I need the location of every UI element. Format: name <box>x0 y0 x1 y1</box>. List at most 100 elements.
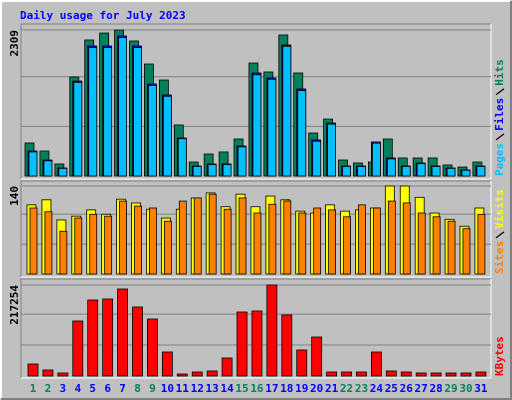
bar <box>341 371 352 377</box>
bar <box>356 371 367 377</box>
bar <box>58 168 68 177</box>
bar <box>281 314 293 377</box>
x-tick-label: 24 <box>370 382 384 395</box>
x-tick-label: 4 <box>74 382 81 395</box>
legend-separator <box>495 88 505 96</box>
bar <box>298 212 307 275</box>
bar <box>42 369 54 377</box>
bar <box>477 213 486 275</box>
bar <box>193 197 202 275</box>
bar <box>251 310 263 377</box>
bar <box>476 166 486 177</box>
x-tick-label: 7 <box>119 382 126 395</box>
x-tick-label: 6 <box>104 382 111 395</box>
bar <box>191 371 203 377</box>
x-tick-label: 14 <box>220 382 234 395</box>
bar <box>283 200 292 275</box>
bar <box>89 213 98 275</box>
bar <box>87 299 99 377</box>
bar <box>176 373 188 377</box>
bar <box>238 197 247 275</box>
bar <box>430 372 442 377</box>
bar <box>446 168 456 177</box>
legend-label: Sites <box>493 241 506 274</box>
x-tick-label: 13 <box>206 382 219 395</box>
bar <box>371 142 381 177</box>
x-tick-label: 16 <box>250 382 264 395</box>
bar <box>342 166 351 177</box>
bar <box>177 138 187 177</box>
x-tick-label: 1 <box>30 382 37 395</box>
bar <box>117 288 128 377</box>
bar <box>222 164 232 177</box>
bar <box>372 207 381 275</box>
x-tick-label: 19 <box>295 382 308 395</box>
bar <box>328 209 337 275</box>
bar <box>358 204 366 275</box>
x-tick-label: 3 <box>60 382 67 395</box>
bar <box>385 370 397 377</box>
bar <box>119 200 127 275</box>
bar <box>178 200 187 275</box>
bar <box>57 372 69 377</box>
bar <box>132 306 143 377</box>
x-tick-label: 26 <box>400 382 414 395</box>
bar <box>268 203 277 275</box>
x-tick-label: 21 <box>325 382 339 395</box>
x-tick-label: 11 <box>176 382 190 395</box>
bar <box>445 372 457 377</box>
bar <box>43 160 53 177</box>
bar <box>417 212 426 275</box>
y-tick-label: 2309 <box>8 30 21 57</box>
legend-label: Hits <box>493 59 506 86</box>
bar <box>312 140 322 177</box>
bar <box>313 207 322 275</box>
bar <box>343 216 351 275</box>
x-tick-label: 17 <box>265 382 278 395</box>
chart-title: Daily usage for July 2023 <box>20 9 186 22</box>
x-tick-label: 31 <box>474 382 488 395</box>
bar <box>460 372 472 377</box>
plot-border <box>21 24 492 180</box>
bar <box>415 372 427 377</box>
bar <box>27 363 39 377</box>
bar <box>327 123 337 177</box>
x-tick-label: 8 <box>134 382 141 395</box>
bar <box>44 211 53 275</box>
bar <box>104 215 113 275</box>
bar <box>326 371 338 377</box>
plot-border <box>20 180 491 277</box>
bar <box>296 349 308 377</box>
legend-label: Pages <box>493 143 506 176</box>
bar <box>237 146 247 177</box>
plot-border <box>20 23 491 179</box>
bar <box>28 151 38 177</box>
bar <box>192 166 202 177</box>
bar <box>447 220 456 275</box>
bar <box>74 217 83 275</box>
bar <box>357 166 366 177</box>
bar <box>401 166 411 177</box>
bar <box>73 82 83 177</box>
bar <box>266 284 278 377</box>
bar <box>221 357 233 377</box>
legend-label: Files <box>493 98 506 131</box>
legend-label: KBytes <box>493 336 506 376</box>
plot-border <box>21 279 492 379</box>
bar <box>207 164 217 177</box>
bar <box>102 298 114 377</box>
bar <box>400 371 412 377</box>
bar <box>387 200 396 275</box>
bar <box>475 371 487 377</box>
legend-label: Visits <box>493 189 506 229</box>
x-tick-label: 23 <box>355 382 368 395</box>
bar <box>147 318 158 377</box>
bar <box>163 220 172 275</box>
bar <box>402 202 411 275</box>
x-tick-label: 29 <box>444 382 457 395</box>
x-tick-label: 20 <box>310 382 323 395</box>
bar <box>386 158 396 177</box>
y-tick-label: 140 <box>8 186 21 206</box>
